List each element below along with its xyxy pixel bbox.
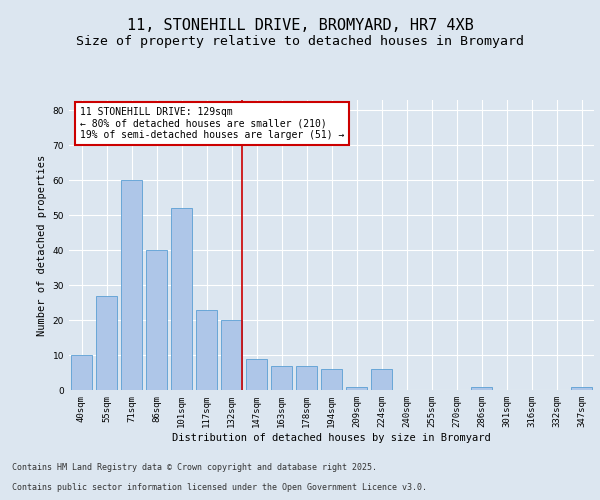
Bar xyxy=(96,296,117,390)
Bar xyxy=(321,369,342,390)
Text: Contains HM Land Registry data © Crown copyright and database right 2025.: Contains HM Land Registry data © Crown c… xyxy=(12,464,377,472)
Bar xyxy=(271,366,292,390)
Bar xyxy=(246,358,267,390)
Bar xyxy=(121,180,142,390)
Bar xyxy=(296,366,317,390)
Bar xyxy=(146,250,167,390)
Bar xyxy=(346,386,367,390)
Bar xyxy=(471,386,492,390)
Bar xyxy=(196,310,217,390)
Text: 11 STONEHILL DRIVE: 129sqm
← 80% of detached houses are smaller (210)
19% of sem: 11 STONEHILL DRIVE: 129sqm ← 80% of deta… xyxy=(79,108,344,140)
Bar xyxy=(221,320,242,390)
Text: Contains public sector information licensed under the Open Government Licence v3: Contains public sector information licen… xyxy=(12,484,427,492)
Text: Size of property relative to detached houses in Bromyard: Size of property relative to detached ho… xyxy=(76,35,524,48)
Y-axis label: Number of detached properties: Number of detached properties xyxy=(37,154,47,336)
Text: 11, STONEHILL DRIVE, BROMYARD, HR7 4XB: 11, STONEHILL DRIVE, BROMYARD, HR7 4XB xyxy=(127,18,473,32)
Bar xyxy=(371,369,392,390)
Bar xyxy=(71,355,92,390)
Bar xyxy=(571,386,592,390)
Bar xyxy=(171,208,192,390)
X-axis label: Distribution of detached houses by size in Bromyard: Distribution of detached houses by size … xyxy=(172,432,491,442)
